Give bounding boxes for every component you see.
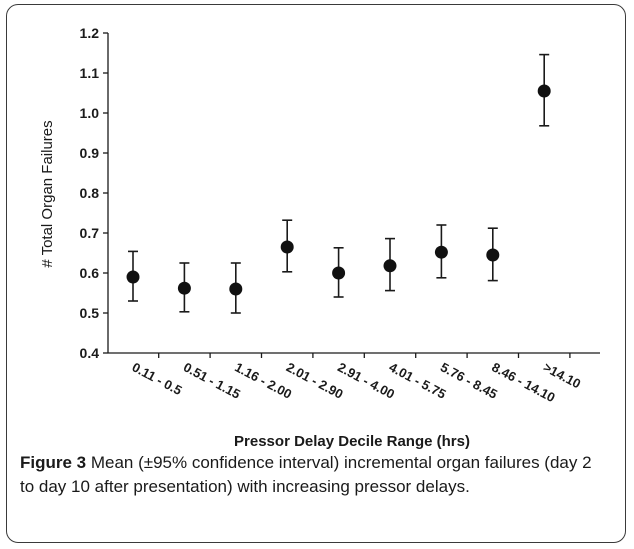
- data-point: [486, 248, 500, 262]
- y-tick-label: 0.5: [80, 305, 100, 321]
- figure-label: Figure 3: [20, 453, 87, 472]
- x-tick-label: 5.76 - 8.45: [438, 359, 500, 401]
- x-tick-label: 2.91 - 4.00: [335, 359, 397, 401]
- x-tick-label: 2.01 - 2.90: [284, 359, 346, 401]
- x-tick-label: 0.51 - 1.15: [181, 359, 243, 401]
- data-point: [229, 282, 243, 296]
- caption-text: Mean (±95% confidence interval) incremen…: [20, 453, 592, 496]
- y-tick-label: 0.8: [80, 185, 100, 201]
- y-axis: 0.4 0.5 0.6 0.7 0.8 0.9 1.0 1.1 1.2: [80, 25, 109, 361]
- y-tick-label: 1.1: [80, 65, 100, 81]
- data-point: [434, 245, 448, 259]
- data-point: [383, 259, 397, 273]
- y-axis-label: # Total Organ Failures: [39, 120, 56, 267]
- data-point: [126, 270, 140, 284]
- y-tick-label: 1.0: [80, 105, 100, 121]
- data-point: [537, 84, 551, 98]
- y-tick-label: 0.4: [80, 345, 100, 361]
- x-tick-label: 1.16 - 2.00: [232, 359, 294, 401]
- y-tick-label: 1.2: [80, 25, 100, 41]
- data-point: [332, 266, 346, 280]
- figure-caption: Figure 3 Mean (±95% confidence interval)…: [20, 451, 610, 499]
- x-tick-label: 4.01 - 5.75: [387, 359, 449, 401]
- x-axis-label: Pressor Delay Decile Range (hrs): [234, 433, 470, 450]
- x-tick-label: 0.11 - 0.5: [130, 359, 185, 398]
- y-tick-label: 0.7: [80, 225, 100, 241]
- data-point: [177, 281, 191, 295]
- y-tick-label: 0.6: [80, 265, 100, 281]
- figure-frame: [6, 4, 626, 543]
- x-axis: 0.11 - 0.50.51 - 1.151.16 - 2.002.01 - 2…: [108, 352, 600, 405]
- data-point: [280, 240, 294, 254]
- y-tick-label: 0.9: [80, 145, 100, 161]
- data-marks: [126, 53, 551, 314]
